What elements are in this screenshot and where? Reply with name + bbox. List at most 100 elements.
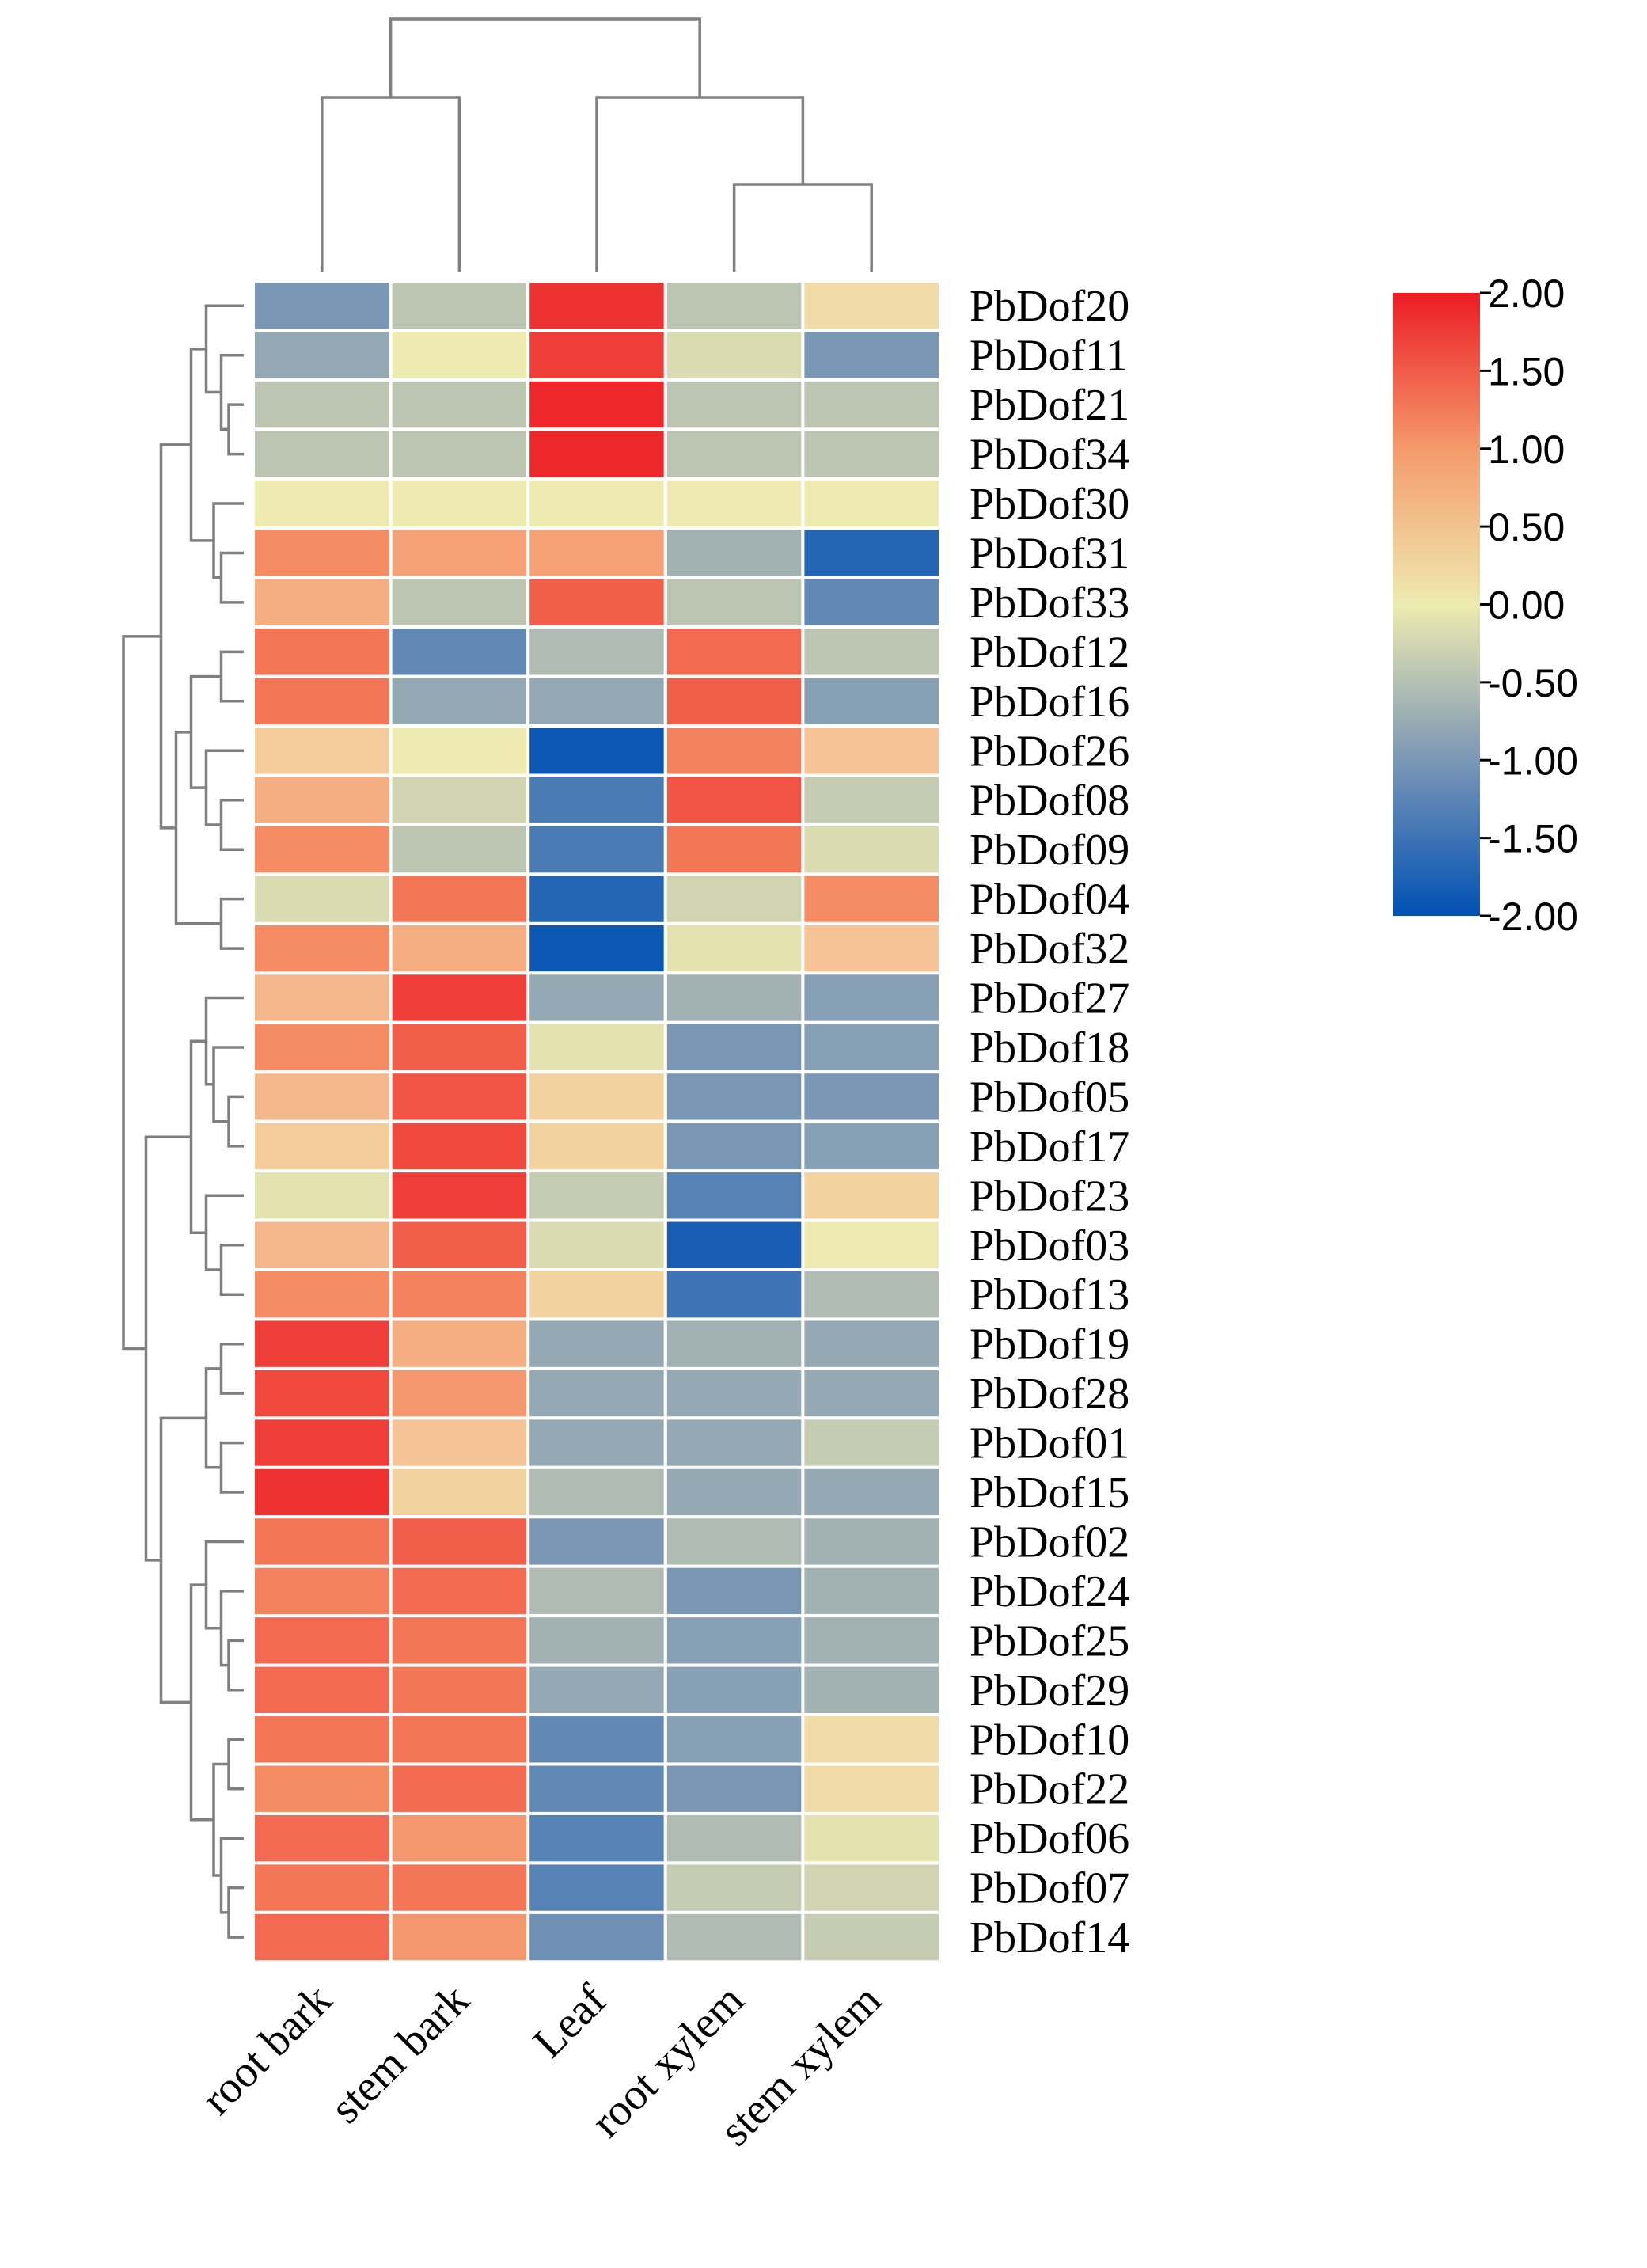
heatmap-cell bbox=[252, 1910, 393, 1964]
heatmap-cell bbox=[801, 378, 943, 431]
dendrogram-branch bbox=[219, 650, 244, 703]
row-label: PbDof21 bbox=[970, 381, 1129, 430]
heatmap-cell bbox=[389, 1119, 530, 1173]
heatmap-cell bbox=[389, 674, 530, 728]
column-label: stem bark bbox=[321, 1975, 479, 2133]
heatmap-cell bbox=[663, 1070, 805, 1123]
colorbar-tick-label: 1.00 bbox=[1488, 427, 1565, 472]
row-label: PbDof25 bbox=[970, 1616, 1129, 1666]
heatmap-cell bbox=[526, 1119, 667, 1173]
heatmap-cell bbox=[663, 1218, 805, 1272]
row-label: PbDof26 bbox=[970, 727, 1129, 776]
heatmap-cell bbox=[526, 526, 667, 579]
heatmap-cell bbox=[526, 921, 667, 975]
heatmap-cell bbox=[801, 1317, 943, 1370]
heatmap-cell bbox=[252, 576, 393, 629]
heatmap-cell bbox=[526, 1416, 667, 1469]
row-label: PbDof31 bbox=[970, 529, 1129, 578]
dendrogram-branch bbox=[321, 96, 461, 272]
row-label: PbDof12 bbox=[970, 628, 1129, 677]
row-label: PbDof09 bbox=[970, 826, 1129, 875]
heatmap-cell bbox=[526, 1465, 667, 1519]
dendrogram-branch bbox=[219, 353, 244, 431]
row-label: PbDof11 bbox=[970, 332, 1128, 381]
colorbar-gradient bbox=[1393, 293, 1480, 916]
heatmap-cell bbox=[801, 1465, 943, 1519]
dendrogram-branch bbox=[204, 749, 244, 826]
row-label: PbDof20 bbox=[970, 282, 1129, 331]
heatmap-cell bbox=[526, 1811, 667, 1865]
heatmap-cell bbox=[526, 872, 667, 925]
row-label: PbDof17 bbox=[970, 1123, 1129, 1172]
heatmap-cell bbox=[526, 1020, 667, 1074]
heatmap-cell bbox=[663, 1663, 805, 1717]
heatmap-cell bbox=[526, 477, 667, 530]
heatmap-cell bbox=[663, 724, 805, 777]
dendrogram-branch bbox=[227, 1738, 244, 1791]
dendrogram-branch bbox=[227, 1886, 244, 1939]
heatmap-cell bbox=[252, 378, 393, 431]
heatmap-cell bbox=[663, 872, 805, 925]
heatmap-cell bbox=[526, 1564, 667, 1618]
heatmap-cell bbox=[389, 1910, 530, 1964]
heatmap-cell bbox=[252, 1020, 393, 1074]
heatmap-cell bbox=[252, 1070, 393, 1123]
heatmap-cell bbox=[801, 822, 943, 876]
dendrogram-branch bbox=[219, 1244, 244, 1296]
row-label: PbDof29 bbox=[970, 1666, 1129, 1715]
heatmap-cell bbox=[663, 1169, 805, 1222]
heatmap-cell bbox=[663, 1317, 805, 1370]
colorbar-tick-label: 1.50 bbox=[1488, 349, 1565, 393]
row-label: PbDof10 bbox=[970, 1715, 1129, 1765]
heatmap-cell bbox=[389, 822, 530, 876]
heatmap-cell bbox=[389, 378, 530, 431]
heatmap-cell bbox=[389, 1564, 530, 1618]
heatmap-cell bbox=[663, 477, 805, 530]
heatmap-cell bbox=[526, 1910, 667, 1964]
row-labels: PbDof20PbDof11PbDof21PbDof34PbDof30PbDof… bbox=[970, 282, 1129, 1962]
row-label: PbDof14 bbox=[970, 1913, 1129, 1962]
colorbar-tick-label: -1.50 bbox=[1488, 817, 1578, 861]
colorbar-tick-label: 0.00 bbox=[1488, 583, 1565, 628]
heatmap-cell bbox=[801, 872, 943, 925]
heatmap-cell bbox=[801, 329, 943, 382]
heatmap-cell bbox=[663, 427, 805, 481]
heatmap-cell bbox=[252, 1515, 393, 1568]
dendrogram-branch bbox=[122, 635, 161, 1351]
heatmap-cell bbox=[801, 1713, 943, 1766]
heatmap-cell bbox=[252, 1465, 393, 1519]
heatmap-cell bbox=[252, 477, 393, 530]
heatmap-cell bbox=[389, 872, 530, 925]
heatmap-cell bbox=[252, 921, 393, 975]
heatmap-cell bbox=[663, 921, 805, 975]
colorbar-legend: 2.00 1.50 1.00 0.50 0.00 -0.50 -1.00 -1.50 -2.00 bbox=[1393, 272, 1578, 939]
heatmap-cell bbox=[389, 1416, 530, 1469]
heatmap-cell bbox=[252, 1811, 393, 1865]
heatmap-cell bbox=[252, 674, 393, 728]
row-label: PbDof04 bbox=[970, 876, 1129, 925]
heatmap-cell bbox=[389, 576, 530, 629]
heatmap-cell bbox=[389, 1070, 530, 1123]
heatmap-cell bbox=[252, 822, 393, 876]
heatmap-cell bbox=[389, 1218, 530, 1272]
row-label: PbDof24 bbox=[970, 1567, 1129, 1616]
heatmap-cell bbox=[663, 576, 805, 629]
heatmap-cell bbox=[389, 1713, 530, 1766]
heatmap-cell bbox=[526, 1861, 667, 1914]
heatmap-cell bbox=[389, 1861, 530, 1914]
heatmap-cell bbox=[389, 279, 530, 332]
heatmap-cell bbox=[663, 378, 805, 431]
heatmap-cell bbox=[252, 1416, 393, 1469]
heatmap-cell bbox=[252, 1713, 393, 1766]
colorbar-tick-label: -2.00 bbox=[1488, 895, 1578, 939]
heatmap-cell bbox=[389, 921, 530, 975]
heatmap-cell bbox=[389, 971, 530, 1024]
heatmap-cell bbox=[526, 576, 667, 629]
dendrogram-branch bbox=[219, 798, 244, 851]
row-label: PbDof02 bbox=[970, 1518, 1129, 1567]
heatmap-cell bbox=[801, 1515, 943, 1568]
heatmap-cell bbox=[801, 1366, 943, 1420]
row-label: PbDof33 bbox=[970, 579, 1129, 628]
row-label: PbDof03 bbox=[970, 1221, 1129, 1271]
heatmap-cell bbox=[663, 1811, 805, 1865]
